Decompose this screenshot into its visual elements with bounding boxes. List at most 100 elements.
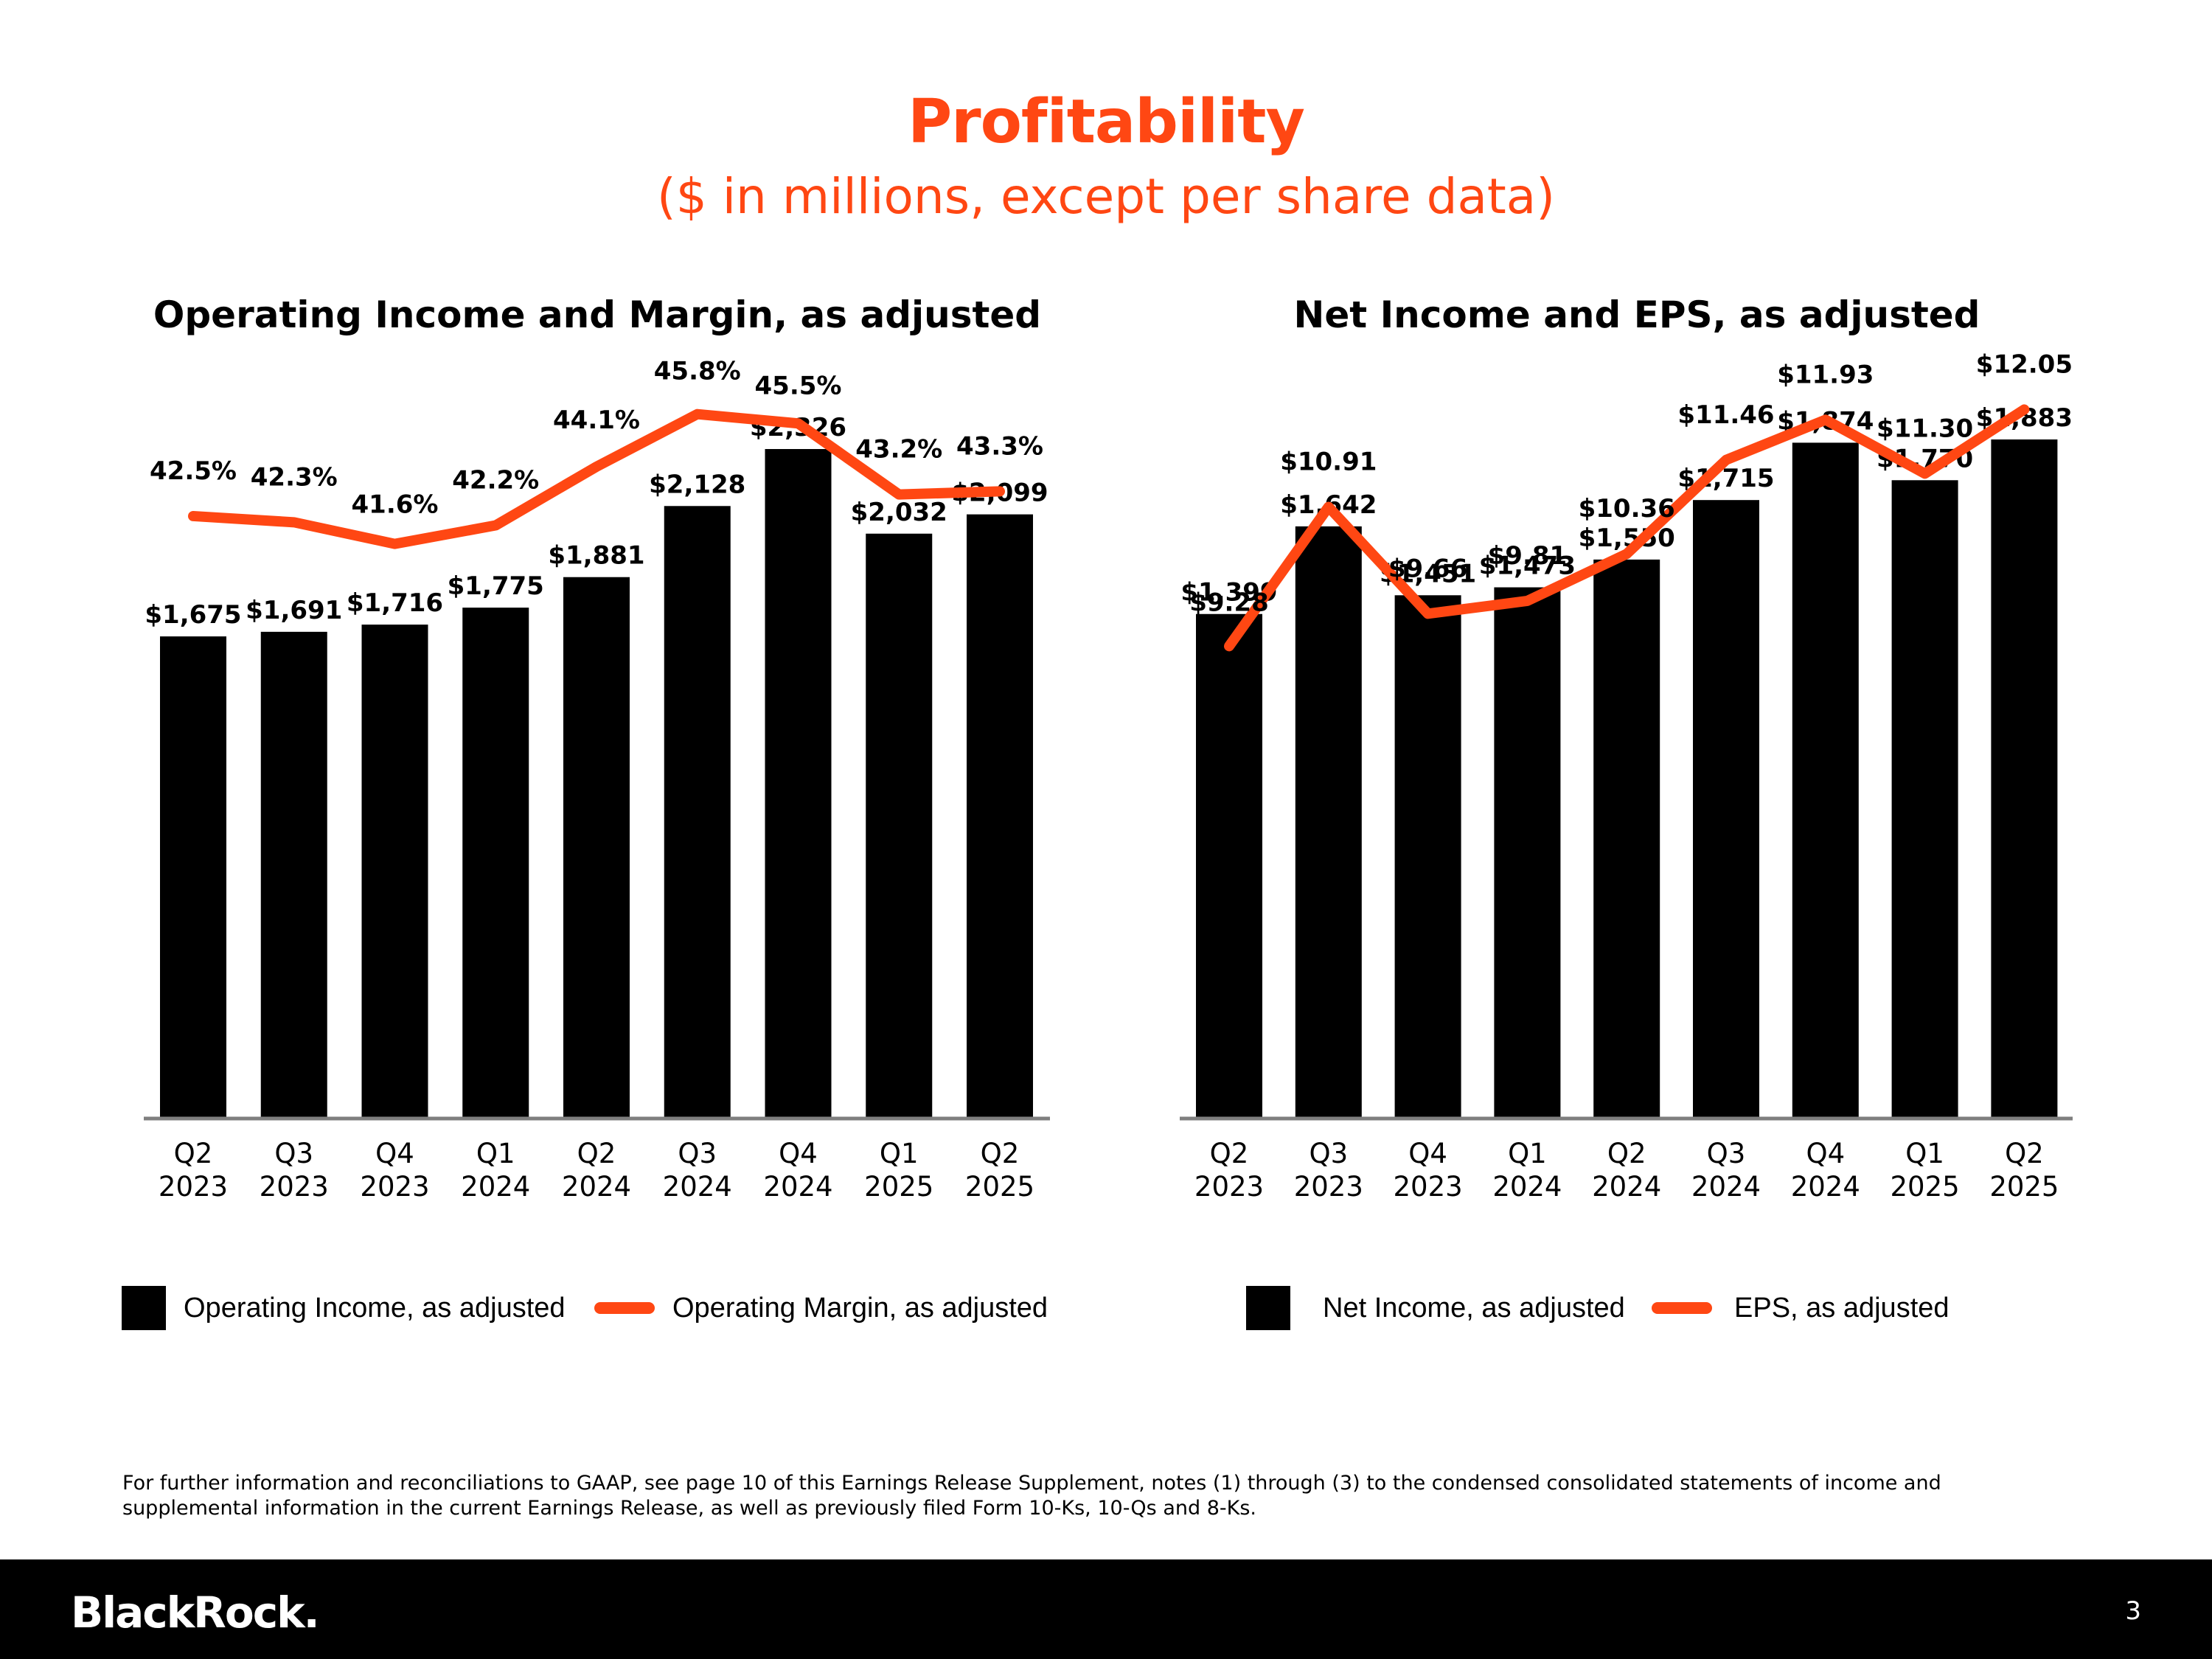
legend-eps-label: EPS, as adjusted: [1734, 1292, 1950, 1324]
x-tick-label: Q4: [375, 1138, 414, 1169]
bar: [1394, 595, 1461, 1119]
x-tick-label: 2025: [1989, 1171, 2059, 1203]
x-tick-label: Q2: [1607, 1138, 1646, 1169]
bar: [160, 636, 226, 1119]
x-tick-label: Q3: [274, 1138, 313, 1169]
x-tick-label: 2024: [1791, 1171, 1860, 1203]
bar: [1593, 559, 1660, 1119]
x-tick-label: 2025: [864, 1171, 933, 1203]
line-value-label: $9.28: [1189, 588, 1269, 617]
line-value-label: $11.46: [1677, 400, 1774, 430]
line-series: [188, 408, 1005, 549]
page-title: Profitability: [908, 87, 1305, 157]
operating-income-chart-title: Operating Income and Margin, as adjusted: [153, 293, 1042, 336]
net-income-chart-title: Net Income and EPS, as adjusted: [1293, 293, 1980, 336]
bar: [1196, 613, 1262, 1119]
x-tick-label: Q4: [779, 1138, 818, 1169]
x-tick-label: 2024: [1592, 1171, 1661, 1203]
line-series: [1224, 404, 2030, 652]
line-value-label: 41.6%: [352, 490, 439, 520]
bar: [866, 533, 933, 1119]
line-value-label: 43.3%: [956, 431, 1043, 461]
x-tick-label: 2025: [965, 1171, 1034, 1203]
bar-value-label: $1,775: [448, 571, 544, 601]
x-tick-label: 2023: [1394, 1171, 1463, 1203]
x-tick-label: 2024: [1691, 1171, 1761, 1203]
x-tick-label: Q1: [1508, 1138, 1547, 1169]
footnote: For further information and reconciliati…: [122, 1472, 1941, 1520]
legend-net-income-label: Net Income, as adjusted: [1323, 1292, 1625, 1324]
x-tick-label: 2024: [562, 1171, 631, 1203]
line-value-label: 42.2%: [452, 466, 539, 495]
bar: [967, 514, 1033, 1119]
line-value-label: 44.1%: [553, 406, 640, 435]
legend-line-swatch: [594, 1302, 655, 1314]
legend-operating-margin: Operating Margin, as adjusted: [594, 1285, 1048, 1331]
bar: [765, 448, 832, 1119]
x-tick-label: Q2: [174, 1138, 213, 1169]
x-tick-label: 2023: [159, 1171, 228, 1203]
blackrock-logo: BlackRock.: [71, 1587, 320, 1638]
bar: [1693, 500, 1759, 1119]
line-value-label: $11.93: [1777, 360, 1874, 389]
bar: [260, 631, 327, 1119]
net-income-eps-chart: $1,399$1,642$1,451 $1,473$1,550$1,715$1,8…: [1180, 349, 2073, 1203]
line-value-label: 42.5%: [150, 456, 237, 486]
x-tick-label: 2024: [461, 1171, 530, 1203]
bar: [462, 608, 529, 1119]
bar: [1891, 480, 1958, 1119]
legend-eps: EPS, as adjusted: [1652, 1285, 1950, 1331]
x-tick-label: Q3: [678, 1138, 717, 1169]
x-tick-label: Q3: [1309, 1138, 1348, 1169]
x-tick-label: Q2: [981, 1138, 1020, 1169]
x-tick-label: Q1: [1905, 1138, 1944, 1169]
x-tick-label: 2024: [663, 1171, 732, 1203]
line-value-label: $10.91: [1280, 447, 1377, 476]
x-tick-label: Q4: [1806, 1138, 1845, 1169]
bar: [1494, 587, 1561, 1119]
legend-operating-income-label: Operating Income, as adjusted: [184, 1292, 566, 1324]
x-tick-label: Q2: [1210, 1138, 1249, 1169]
line-value-label: 45.8%: [654, 357, 741, 386]
x-tick-label: Q4: [1408, 1138, 1447, 1169]
page-subtitle: ($ in millions, except per share data): [656, 168, 1555, 225]
x-tick-label: Q2: [577, 1138, 616, 1169]
bar: [1792, 442, 1859, 1119]
x-tick-label: 2023: [1194, 1171, 1264, 1203]
bar-value-label: $2,128: [649, 470, 745, 499]
legend-operating-margin-label: Operating Margin, as adjusted: [672, 1292, 1048, 1324]
x-tick-label: Q1: [476, 1138, 515, 1169]
x-tick-label: 2025: [1891, 1171, 1960, 1203]
line-value-label: 43.2%: [855, 435, 942, 465]
x-tick-label: 2023: [260, 1171, 329, 1203]
x-tick-label: 2023: [1294, 1171, 1363, 1203]
bar-value-label: $1,473: [1479, 552, 1576, 581]
bar: [1295, 526, 1362, 1119]
page-number: 3: [2125, 1596, 2141, 1626]
line-value-label: 42.3%: [251, 462, 338, 492]
legend-line-swatch: [1652, 1302, 1712, 1314]
bar: [664, 506, 731, 1119]
line-value-label: $12.05: [1976, 349, 2073, 379]
legend-bar-swatch: [122, 1286, 166, 1330]
x-tick-label: Q3: [1707, 1138, 1746, 1169]
line-value-label: $9.66: [1388, 554, 1468, 583]
bar-value-label: $1,675: [145, 600, 241, 630]
line-value-label: $11.30: [1877, 414, 1973, 443]
bar-value-label: $1,881: [548, 541, 644, 571]
bar: [1991, 439, 2058, 1119]
x-tick-label: 2024: [1492, 1171, 1562, 1203]
line-value-label: 45.5%: [755, 371, 842, 400]
legend-bar-swatch: [1246, 1286, 1290, 1330]
legend-operating-income: Operating Income, as adjusted: [122, 1285, 566, 1331]
operating-income-margin-chart: $1,675 $1,691 $1,716$1,775$1,881$2,128$2,3…: [144, 357, 1050, 1203]
line-value-label: $9.81: [1488, 541, 1568, 571]
legend-net-income: Net Income, as adjusted: [1246, 1285, 1625, 1331]
x-tick-label: 2023: [360, 1171, 429, 1203]
x-tick-label: Q2: [2005, 1138, 2044, 1169]
x-tick-label: Q1: [880, 1138, 919, 1169]
bar-value-label: $2,032: [851, 498, 947, 527]
footer-bar: BlackRock. 3: [0, 1559, 2212, 1659]
bar-value-label: $1,716: [347, 588, 443, 618]
x-tick-label: 2024: [763, 1171, 832, 1203]
